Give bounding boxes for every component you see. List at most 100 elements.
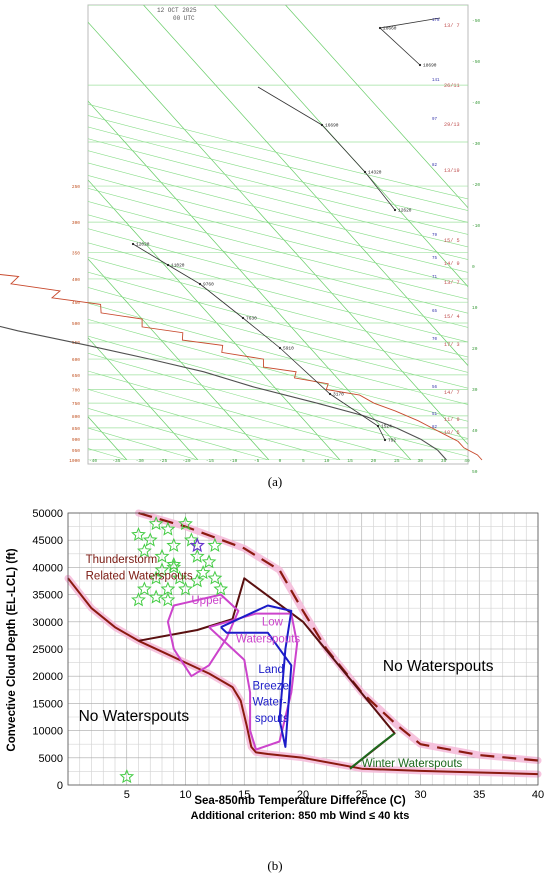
skewt-x-tick: 30	[418, 458, 424, 464]
skewt-pressure-label: 300	[72, 220, 80, 226]
x-tick-label: 20	[297, 789, 309, 801]
isotherm-line	[88, 337, 199, 460]
curve-upper-waterspouts	[166, 593, 240, 678]
curve-land-breeze-waterspouts	[220, 604, 293, 748]
annotation-label: Winter Waterspouts	[362, 758, 463, 770]
skewt-right-tick: -50	[472, 59, 480, 65]
green-star	[178, 581, 193, 596]
isotherm-line	[88, 258, 270, 460]
annotation-label: Waterspouts	[236, 633, 300, 645]
curve-lower-boundary	[67, 577, 539, 776]
skewt-x-tick: 35	[441, 458, 447, 464]
green-star	[195, 564, 211, 580]
skewt-date: 12 OCT 2025	[157, 7, 197, 14]
x-tick-label: 30	[414, 789, 426, 801]
skewt-right-tick: 0	[472, 264, 475, 270]
wind-label: 15/ 4	[444, 314, 460, 320]
dry-adiabat	[88, 138, 468, 235]
height-trajectory-mid	[257, 86, 323, 126]
wind-speed-label: 141	[432, 79, 440, 83]
green-star	[160, 521, 176, 536]
isotherm-line	[88, 179, 341, 460]
wind-speed-label: 97	[432, 118, 438, 122]
green-star	[166, 559, 182, 574]
x-tick-label: 15	[238, 789, 250, 801]
skewt-right-tick: 40	[472, 428, 478, 434]
skewt-x-tick: 5	[302, 458, 305, 464]
dry-adiabat	[88, 389, 341, 460]
height-marker	[131, 242, 135, 246]
height-trajectory	[132, 243, 386, 441]
y-tick-label: 40000	[32, 562, 63, 574]
green-star	[178, 516, 193, 531]
skewt-frame	[87, 4, 469, 465]
height-marker	[166, 263, 170, 267]
wind-speed-label: 82	[432, 426, 438, 430]
skewt-right-tick: -20	[472, 182, 480, 188]
green-star	[131, 526, 146, 542]
dry-adiabat	[88, 126, 468, 223]
caption-b: (b)	[267, 858, 283, 873]
height-label: 3170	[333, 392, 344, 398]
green-star	[201, 554, 217, 569]
annotation-label: Low	[262, 617, 284, 629]
wind-label: 29/13	[444, 122, 460, 128]
b-stars	[119, 516, 229, 784]
skewt-x-tick: 0	[279, 458, 282, 464]
skewt-x-tick: -25	[159, 458, 167, 464]
green-star	[166, 537, 182, 552]
skewt-right-tick: 10	[472, 305, 478, 311]
green-star	[154, 562, 170, 577]
y-tick-label: 45000	[32, 535, 63, 547]
green-star	[207, 537, 223, 552]
skewt-right-tick: -40	[472, 100, 480, 106]
y-tick-label: 15000	[32, 698, 63, 710]
dry-adiabat	[88, 370, 412, 460]
wind-label: 15/ 5	[444, 238, 460, 244]
dry-adiabat	[88, 335, 468, 439]
height-label: 18690	[423, 63, 437, 69]
height-label: 9760	[203, 282, 214, 288]
x-tick-label: 25	[356, 789, 368, 801]
dry-adiabat	[88, 103, 468, 200]
height-marker	[378, 26, 382, 30]
skewt-pressure-label: 800	[72, 414, 80, 420]
skewt-right-tick: -10	[472, 223, 480, 229]
skewt-time: 00 UTC	[173, 15, 195, 22]
dry-adiabat	[88, 115, 468, 211]
dry-adiabat	[88, 162, 468, 260]
annotation-label: Thunderstorm	[86, 554, 158, 566]
y-tick-label: 0	[57, 780, 63, 792]
green-star	[166, 556, 182, 571]
annotation-label: spouts	[255, 713, 289, 725]
wind-label: 13/19	[444, 168, 460, 174]
height-label: 12020	[136, 242, 150, 248]
x-tick-label: 40	[532, 789, 544, 801]
wind-label: 14/ 7	[444, 390, 460, 396]
skewt-pressure-label: 950	[72, 448, 80, 454]
height-label: 16690	[325, 123, 339, 129]
skewt-x-tick: -15	[206, 458, 214, 464]
green-star	[136, 543, 152, 558]
height-label: 7630	[246, 316, 257, 322]
skewt-x-tick: 25	[394, 458, 400, 464]
skewt-x-tick: -5	[254, 458, 260, 464]
skewt-right-tick: 30	[472, 387, 478, 393]
wind-speed-label: 56	[432, 386, 438, 390]
skewt-x-tick: 10	[324, 458, 330, 464]
y-tick-label: 25000	[32, 644, 63, 656]
green-star	[160, 581, 176, 596]
b-annotations: Thunderstorm Related Waterspouts Upper Low W…	[79, 554, 494, 770]
skewt-x-tick: -20	[182, 458, 190, 464]
wind-speed-label: 71	[432, 276, 438, 280]
x-tick-label: 5	[124, 789, 130, 801]
skewt-x-tick: -30	[136, 458, 144, 464]
height-marker	[328, 392, 332, 396]
wind-label: 17/ 3	[444, 342, 460, 348]
skewt-pressure-label: 1000	[69, 458, 80, 464]
skewt-right-tick: -50	[472, 18, 480, 24]
isotherm-line	[214, 5, 468, 288]
y-tick-label: 50000	[32, 508, 63, 520]
green-star	[142, 532, 158, 547]
